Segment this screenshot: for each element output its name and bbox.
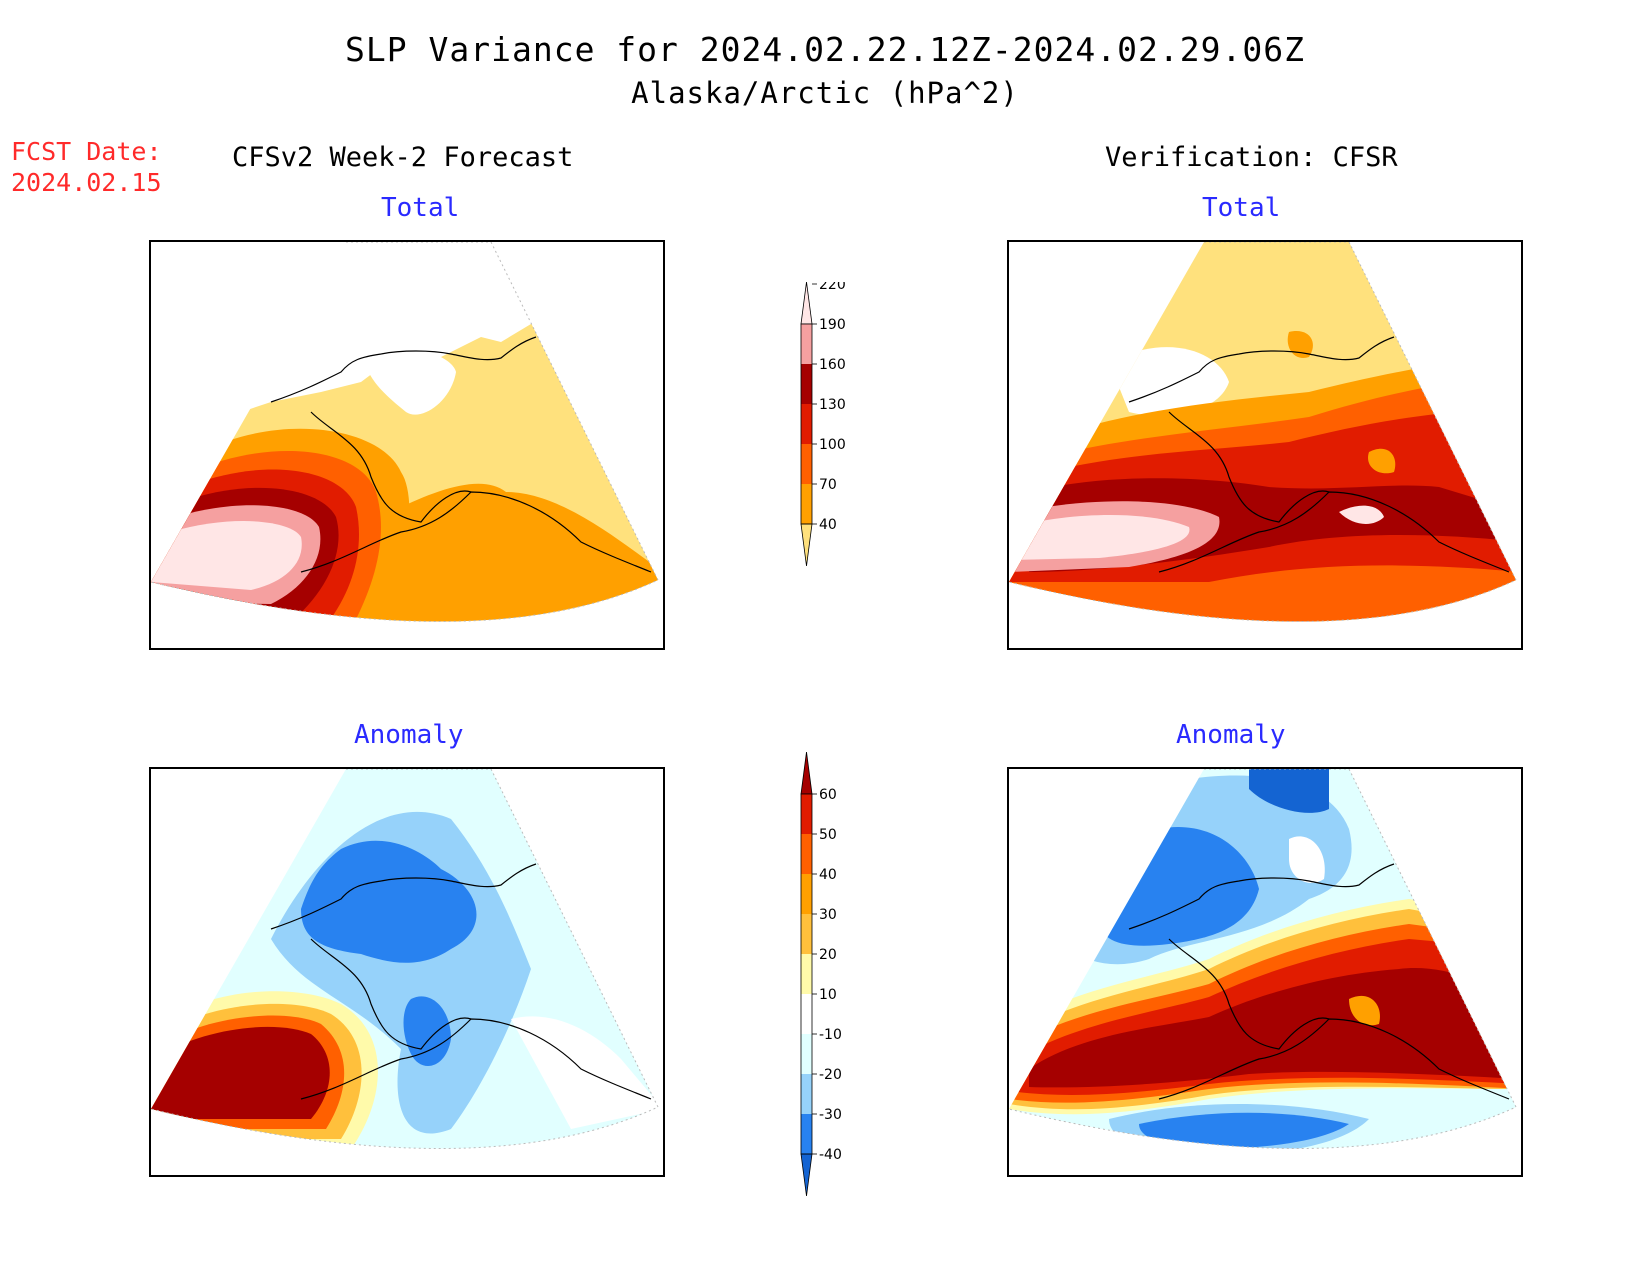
anomaly-colorbar-label: -10: [819, 1027, 842, 1043]
total-colorbar-label: 40: [819, 517, 837, 533]
anomaly-colorbar-bottom-arrow: [800, 1153, 813, 1197]
verification-total-title: Total: [1202, 193, 1281, 223]
total-colorbar-label: 70: [819, 477, 837, 493]
verification-column-title: Verification: CFSR: [1105, 142, 1398, 173]
total-colorbar-label: 130: [819, 397, 846, 413]
anomaly-colorbar-swatch: [801, 914, 812, 954]
anomaly-colorbar-label: -40: [819, 1147, 842, 1163]
fcst-date-label: FCST Date:: [11, 137, 162, 166]
total-colorbar-label: 220: [819, 282, 846, 293]
anomaly-colorbar-swatch: [801, 874, 812, 914]
anomaly-colorbar-swatch: [801, 994, 812, 1034]
anomaly-colorbar-label: 60: [819, 787, 837, 803]
verification-total-map: [1007, 240, 1523, 650]
total-colorbar-top-arrow: [800, 281, 813, 325]
anomaly-colorbar-label: 10: [819, 987, 837, 1003]
total-colorbar-swatch: [801, 324, 812, 364]
anomaly-colorbar-label: 40: [819, 867, 837, 883]
subtitle: Alaska/Arctic (hPa^2): [631, 76, 1019, 110]
total-colorbar-swatch: [801, 484, 812, 524]
total-colorbar: 40 70 100 130 160 190 220: [795, 277, 865, 616]
verification-anomaly-map: [1007, 767, 1523, 1177]
total-colorbar-bottom-arrow: [800, 523, 813, 567]
anomaly-colorbar-swatch: [801, 1074, 812, 1114]
forecast-total-map: [149, 240, 665, 650]
anomaly-colorbar-swatch: [801, 794, 812, 834]
total-colorbar-label: 100: [819, 437, 846, 453]
total-colorbar-label: 160: [819, 357, 846, 373]
total-colorbar-swatch: [801, 404, 812, 444]
anomaly-colorbar-swatch: [801, 954, 812, 994]
anomaly-colorbar-swatch: [801, 834, 812, 874]
anomaly-colorbar-label: 30: [819, 907, 837, 923]
fcst-date-value: 2024.02.15: [11, 168, 162, 197]
forecast-column-title: CFSv2 Week-2 Forecast: [232, 142, 574, 173]
forecast-total-title: Total: [381, 193, 460, 223]
main-title: SLP Variance for 2024.02.22.12Z-2024.02.…: [345, 30, 1305, 69]
anomaly-colorbar-swatch: [801, 1034, 812, 1074]
anomaly-colorbar-label: -30: [819, 1107, 842, 1123]
anomaly-colorbar: -40 -30 -20 -10 10 20 30 40 50 60: [795, 751, 865, 1206]
anomaly-colorbar-top-arrow: [800, 751, 813, 795]
total-colorbar-label: 190: [819, 317, 846, 333]
anomaly-colorbar-label: 50: [819, 827, 837, 843]
forecast-anomaly-title: Anomaly: [354, 720, 464, 750]
verification-anomaly-title: Anomaly: [1176, 720, 1286, 750]
fcst-date: FCST Date: 2024.02.15: [11, 136, 162, 198]
forecast-anomaly-map: [149, 767, 665, 1177]
anomaly-colorbar-label: -20: [819, 1067, 842, 1083]
total-colorbar-swatch: [801, 444, 812, 484]
anomaly-colorbar-swatch: [801, 1114, 812, 1154]
anomaly-colorbar-label: 20: [819, 947, 837, 963]
total-colorbar-swatch: [801, 364, 812, 404]
